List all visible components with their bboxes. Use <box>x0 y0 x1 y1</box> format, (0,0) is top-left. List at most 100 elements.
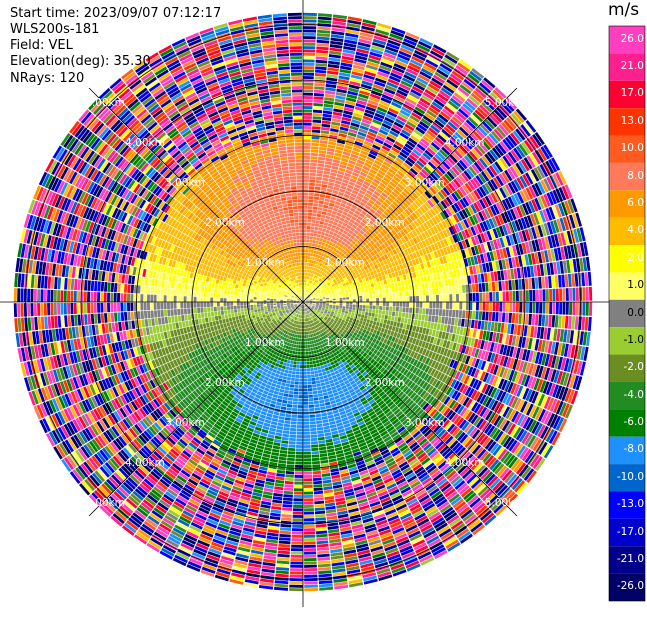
range-gate-cell <box>317 390 322 394</box>
range-gate-cell <box>319 201 324 205</box>
range-gate-cell <box>305 328 307 331</box>
range-gate-cell <box>396 302 399 307</box>
range-gate-cell <box>479 302 482 311</box>
range-gate-cell <box>433 295 436 301</box>
range-gate-cell <box>327 411 333 415</box>
range-gate-cell <box>303 153 310 156</box>
range-gate-cell <box>409 291 412 296</box>
range-gate-cell <box>322 117 331 121</box>
range-gate-cell <box>303 206 308 209</box>
range-gate-cell <box>513 291 516 301</box>
range-gate-cell <box>367 316 371 320</box>
range-gate-cell <box>545 315 549 327</box>
range-gate-cell <box>425 315 429 321</box>
range-gate-cell <box>318 204 323 208</box>
range-gate-cell <box>427 322 431 329</box>
range-gate-cell <box>405 285 408 290</box>
range-gate-cell <box>589 302 592 316</box>
range-gate-cell <box>325 436 332 440</box>
range-gate-cell <box>358 290 361 293</box>
range-gate-cell <box>303 216 307 219</box>
range-gate-cell <box>303 136 311 139</box>
range-gate-cell <box>446 325 450 333</box>
range-gate-cell <box>559 302 562 314</box>
range-gate-cell <box>324 378 329 382</box>
range-gate-cell <box>502 312 506 322</box>
range-gate-cell <box>437 273 441 280</box>
range-gate-cell <box>303 49 315 52</box>
range-gate-cell <box>518 313 522 324</box>
range-gate-cell <box>389 297 392 301</box>
range-gate-cell <box>440 324 444 331</box>
range-gate-cell <box>310 166 317 169</box>
range-gate-cell <box>445 287 448 294</box>
range-gate-cell <box>317 30 330 34</box>
range-gate-cell <box>379 276 383 281</box>
range-gate-cell <box>348 312 351 315</box>
range-gate-cell <box>325 439 332 443</box>
range-gate-cell <box>545 276 549 288</box>
range-gate-cell <box>365 292 368 295</box>
range-gate-cell <box>308 196 313 199</box>
range-gate-cell <box>303 233 306 236</box>
range-gate-cell <box>370 302 373 305</box>
range-gate-cell <box>353 296 356 299</box>
range-gate-cell <box>317 210 322 214</box>
range-gate-cell <box>473 293 476 301</box>
range-gate-cell <box>376 298 379 302</box>
range-gate-cell <box>326 370 330 374</box>
range-gate-cell <box>381 315 384 319</box>
range-gate-cell <box>308 199 313 202</box>
range-gate-cell <box>316 60 328 64</box>
range-gate-cell <box>456 302 459 310</box>
range-gate-cell <box>303 173 309 176</box>
range-gate-cell <box>509 291 512 301</box>
range-gate-cell <box>535 314 539 325</box>
range-gate-cell <box>385 315 389 320</box>
range-gate-cell <box>454 278 458 286</box>
range-gate-cell <box>506 302 509 312</box>
range-gate-cell <box>551 315 555 327</box>
range-gate-cell <box>315 377 319 380</box>
range-gate-cell <box>443 295 446 302</box>
range-gate-cell <box>422 289 425 295</box>
range-gate-cell <box>329 220 334 224</box>
range-gate-cell <box>404 318 408 323</box>
range-gate-cell <box>327 445 335 449</box>
range-gate-cell <box>369 291 372 295</box>
range-gate-cell <box>323 171 330 175</box>
range-gate-cell <box>303 56 315 59</box>
range-gate-cell <box>462 285 465 293</box>
range-gate-cell <box>313 116 322 120</box>
range-gate-cell <box>309 183 315 186</box>
range-gate-cell <box>444 279 448 286</box>
range-gate-cell <box>533 302 536 313</box>
range-gate-cell <box>320 218 325 222</box>
range-gate-cell <box>371 275 375 279</box>
range-gate-cell <box>303 226 307 229</box>
range-gate-cell <box>371 287 374 291</box>
range-gate-cell <box>529 290 532 301</box>
range-gate-cell <box>462 310 465 318</box>
range-gate-cell <box>536 302 539 313</box>
range-gate-cell <box>314 193 320 196</box>
range-gate-cell <box>303 103 313 106</box>
range-gate-cell <box>303 159 310 162</box>
range-gate-cell <box>303 63 315 66</box>
range-gate-cell <box>366 302 369 305</box>
range-gate-cell <box>318 370 322 374</box>
range-gate-cell <box>442 287 445 294</box>
range-gate-cell <box>387 279 391 284</box>
range-gate-cell <box>586 287 589 301</box>
range-gate-cell <box>532 290 535 301</box>
range-gate-cell <box>386 293 389 297</box>
range-gate-cell <box>316 420 322 424</box>
range-gate-cell <box>396 292 399 297</box>
range-gate-cell <box>324 236 328 240</box>
range-gate-cell <box>339 296 342 298</box>
range-gate-cell <box>401 281 405 286</box>
range-gate-cell <box>309 358 312 361</box>
range-gate-cell <box>382 275 386 280</box>
range-gate-cell <box>336 296 339 298</box>
